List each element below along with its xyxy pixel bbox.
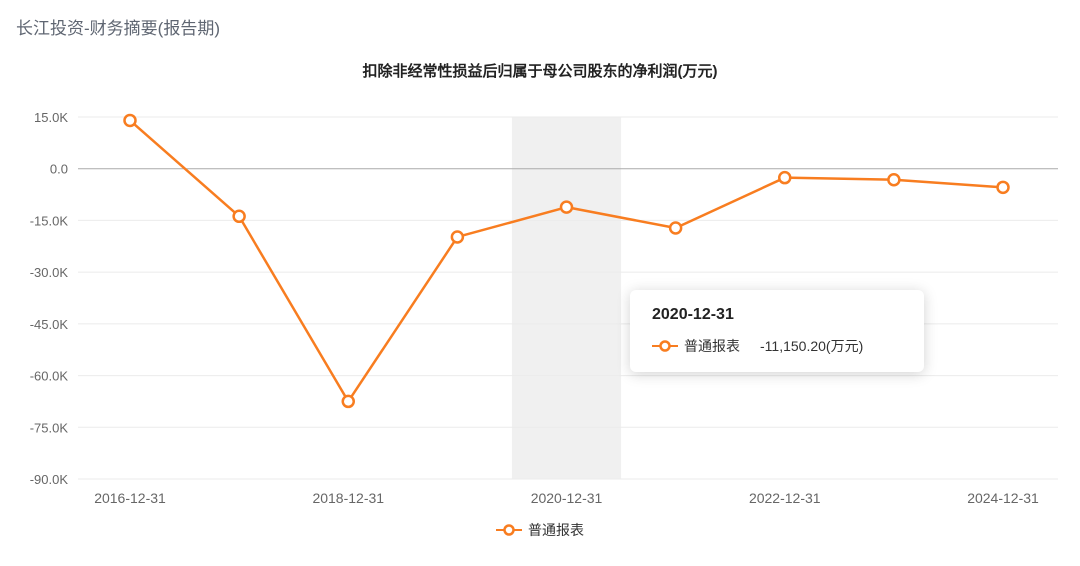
y-axis-tick-label: 0.0 bbox=[50, 162, 68, 177]
data-point-2021-12-31[interactable] bbox=[668, 221, 683, 235]
y-axis-tick-label: 15.0K bbox=[34, 110, 68, 125]
series-marker-icon bbox=[652, 340, 678, 352]
tooltip-date: 2020-12-31 bbox=[652, 306, 734, 323]
data-point-2019-12-31[interactable] bbox=[450, 230, 465, 244]
x-axis-tick-label: 2020-12-31 bbox=[531, 490, 603, 506]
data-point-2023-12-31[interactable] bbox=[887, 172, 901, 187]
x-axis-tick-label: 2022-12-31 bbox=[749, 490, 821, 506]
y-axis-tick-label: -30.0K bbox=[30, 265, 69, 280]
tooltip-series-row: 普通报表 -11,150.20(万元) bbox=[652, 336, 902, 356]
chart-title: 扣除非经常性损益后归属于母公司股东的净利润(万元) bbox=[362, 63, 718, 80]
y-axis-tick-label: -90.0K bbox=[30, 472, 69, 487]
legend-label: 普通报表 bbox=[528, 522, 584, 538]
x-axis-tick-label: 2016-12-31 bbox=[94, 490, 166, 506]
hover-highlight-band bbox=[511, 117, 622, 479]
legend-marker-icon bbox=[496, 524, 522, 536]
x-axis-tick-label: 2018-12-31 bbox=[312, 490, 384, 506]
data-point-2024-12-31[interactable] bbox=[996, 180, 1010, 195]
page-title: 长江投资-财务摘要(报告期) bbox=[16, 19, 220, 38]
y-axis-tick-label: -45.0K bbox=[30, 317, 69, 332]
tooltip-series-label: 普通报表 bbox=[684, 338, 740, 354]
data-point-2016-12-31[interactable] bbox=[123, 113, 137, 128]
tooltip-value: -11,150.20(万元) bbox=[760, 338, 864, 354]
legend-item-ordinary-report[interactable]: 普通报表 bbox=[0, 520, 1080, 540]
data-point-2020-12-31[interactable] bbox=[559, 200, 574, 214]
data-point-2018-12-31[interactable] bbox=[341, 394, 355, 409]
y-axis-tick-label: -75.0K bbox=[30, 420, 69, 435]
y-axis-tick-label: -15.0K bbox=[30, 213, 69, 228]
data-point-2022-12-31[interactable] bbox=[778, 170, 792, 185]
x-axis-tick-label: 2024-12-31 bbox=[967, 490, 1039, 506]
line-chart: 15.0K 0.0 -15.0K -30.0K -45.0K -60.0K -75.0K -9… bbox=[30, 110, 1058, 506]
chart-tooltip: 2020-12-31 普通报表 -11,150.20(万元) bbox=[630, 290, 924, 372]
data-point-2017-12-31[interactable] bbox=[232, 209, 246, 224]
y-axis-tick-label: -60.0K bbox=[30, 369, 69, 384]
